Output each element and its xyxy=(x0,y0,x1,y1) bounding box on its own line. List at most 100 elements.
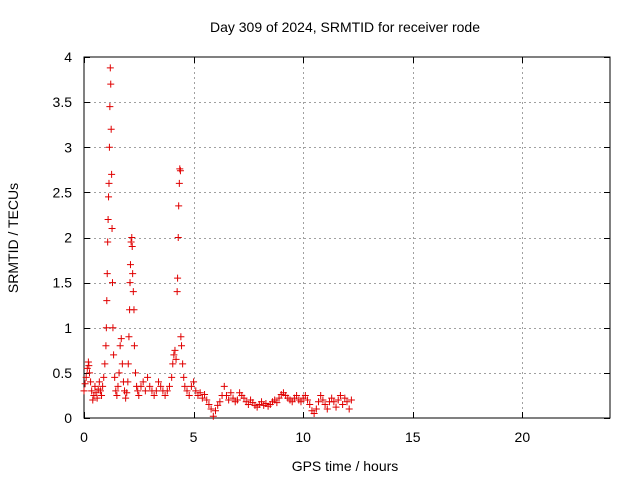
data-point xyxy=(187,382,195,390)
data-point xyxy=(139,378,147,386)
data-point xyxy=(317,391,325,399)
data-point xyxy=(174,234,182,241)
data-point xyxy=(306,400,314,408)
data-point xyxy=(122,394,130,402)
data-point xyxy=(174,274,182,282)
x-tick-label: 20 xyxy=(515,429,531,445)
data-point xyxy=(319,396,327,404)
data-point xyxy=(207,405,215,413)
data-points xyxy=(80,64,355,420)
data-point xyxy=(98,391,106,399)
data-point xyxy=(102,324,110,332)
data-point xyxy=(128,234,136,241)
data-point xyxy=(103,270,111,278)
data-point xyxy=(345,405,353,413)
y-tick-label: 3.5 xyxy=(53,94,73,110)
data-point xyxy=(146,382,154,390)
data-point xyxy=(135,391,143,399)
data-point xyxy=(109,324,117,332)
data-point xyxy=(177,333,185,341)
y-tick-label: 1.5 xyxy=(53,275,73,291)
data-point xyxy=(107,125,115,133)
data-point xyxy=(92,389,100,397)
data-point xyxy=(123,389,131,397)
data-point xyxy=(209,412,217,420)
y-tick-label: 4 xyxy=(64,49,72,65)
data-point xyxy=(336,391,344,399)
data-point xyxy=(244,400,252,408)
data-point xyxy=(124,360,132,368)
data-point xyxy=(85,362,93,370)
y-tick-label: 0 xyxy=(64,410,72,426)
data-point xyxy=(205,400,213,408)
data-point xyxy=(341,394,349,402)
data-point xyxy=(130,342,138,350)
data-point xyxy=(176,167,184,175)
data-point xyxy=(96,387,104,395)
data-point xyxy=(129,270,137,278)
data-point xyxy=(168,373,176,381)
data-point xyxy=(104,215,112,223)
data-point xyxy=(240,394,248,402)
y-tick-label: 2.5 xyxy=(53,184,73,200)
data-point xyxy=(214,401,222,409)
x-tick-label: 5 xyxy=(190,429,198,445)
data-point xyxy=(304,396,312,404)
data-point xyxy=(178,342,186,350)
data-point xyxy=(116,342,124,350)
data-point xyxy=(229,394,237,402)
data-point xyxy=(108,279,116,287)
data-point xyxy=(106,64,114,72)
data-point xyxy=(180,373,188,381)
x-tick-label: 0 xyxy=(80,429,88,445)
data-point xyxy=(111,373,119,381)
data-point xyxy=(220,382,228,390)
data-point xyxy=(106,103,114,111)
y-tick-label: 3 xyxy=(64,139,72,155)
data-point xyxy=(173,288,181,296)
grid xyxy=(84,57,610,418)
data-point xyxy=(181,382,189,390)
data-point xyxy=(85,369,93,377)
data-point xyxy=(216,398,224,406)
data-point xyxy=(323,405,331,413)
data-point xyxy=(100,373,108,381)
axis-ticks: 0 5 10 15 20 0 0.5 1 1.5 2 2.5 3 3.5 4 xyxy=(53,49,610,445)
data-point xyxy=(163,387,171,395)
data-point xyxy=(87,378,95,386)
data-point xyxy=(165,382,173,390)
data-point xyxy=(126,279,134,287)
data-point xyxy=(222,391,230,399)
data-point xyxy=(293,391,301,399)
data-point xyxy=(113,391,121,399)
data-point xyxy=(258,398,266,406)
data-point xyxy=(297,398,305,406)
x-tick-label: 10 xyxy=(295,429,311,445)
data-point xyxy=(95,378,103,386)
data-point xyxy=(125,333,133,341)
data-point xyxy=(212,407,219,415)
data-point xyxy=(137,382,145,390)
data-point xyxy=(190,378,198,386)
data-point xyxy=(144,373,152,381)
data-point xyxy=(315,398,323,406)
data-point xyxy=(129,288,137,296)
data-point xyxy=(169,360,177,368)
data-point xyxy=(233,396,241,404)
data-point xyxy=(175,179,183,187)
data-point xyxy=(328,394,336,402)
data-point xyxy=(183,387,191,395)
data-point xyxy=(130,306,138,314)
data-point xyxy=(105,179,113,187)
data-point xyxy=(89,396,97,404)
data-point xyxy=(198,394,206,402)
data-point xyxy=(124,378,132,386)
data-point xyxy=(152,387,160,395)
data-point xyxy=(150,391,158,399)
data-point xyxy=(132,369,140,377)
data-point xyxy=(115,369,123,377)
data-point xyxy=(112,387,120,395)
data-point xyxy=(107,80,115,88)
data-point xyxy=(127,238,135,246)
